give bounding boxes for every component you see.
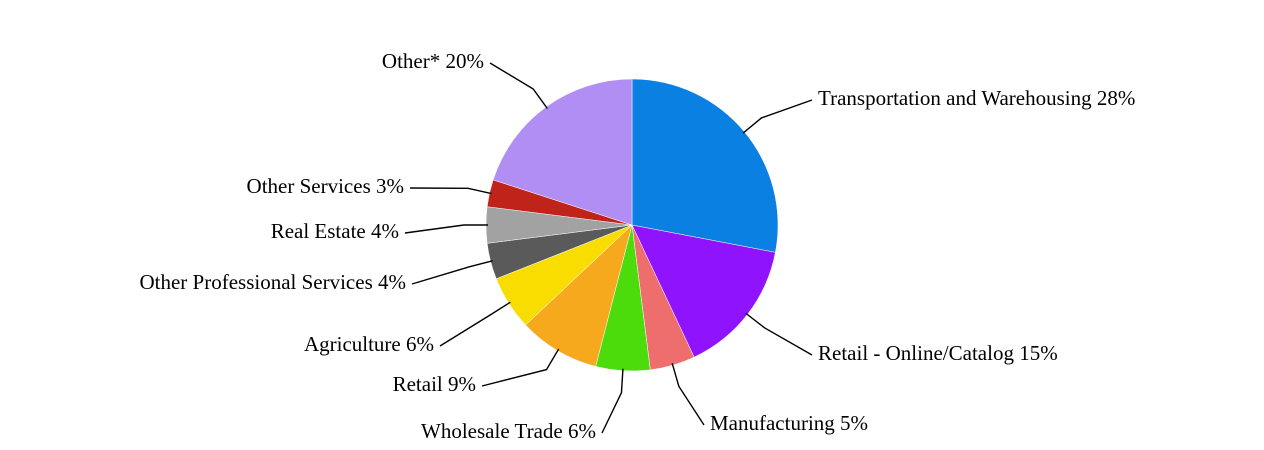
leader-line [481,348,560,387]
leader-line [411,260,493,285]
slice-category: Manufacturing [710,411,835,435]
leader-line [439,301,511,347]
leader-line [601,368,624,434]
slice-label: Other Services 3% [247,174,404,198]
leader-line [742,99,813,134]
slice-value: 6% [568,419,596,443]
slice-value: 28% [1097,86,1136,110]
slice-label: Other* 20% [382,49,484,73]
slice-label: Retail - Online/Catalog 15% [818,341,1058,365]
slice-label: Transportation and Warehousing 28% [818,86,1135,110]
slice-category: Agriculture [304,332,401,356]
slice-label: Real Estate 4% [271,219,399,243]
slice-label: Other Professional Services 4% [139,270,406,294]
slice-label: Manufacturing 5% [710,411,868,435]
slice-category: Other Professional Services [139,270,372,294]
slice-value: 4% [371,219,399,243]
slice-value: 15% [1019,341,1058,365]
pie-slice [631,78,779,253]
slice-value: 3% [376,174,404,198]
slice-category: Real Estate [271,219,366,243]
slice-category: Other* [382,49,440,73]
slice-category: Retail [393,372,443,396]
slice-category: Retail - Online/Catalog [818,341,1014,365]
slice-value: 4% [378,270,406,294]
slice-value: 5% [840,411,868,435]
slice-category: Other Services [247,174,371,198]
leader-line [489,62,548,109]
slice-category: Wholesale Trade [421,419,563,443]
slice-value: 20% [446,49,485,73]
slice-label: Wholesale Trade 6% [421,419,596,443]
leader-line [404,224,488,234]
slice-label: Agriculture 6% [304,332,434,356]
slice-category: Transportation and Warehousing [818,86,1092,110]
leader-line [671,363,705,426]
slice-label: Retail 9% [393,372,476,396]
slice-value: 6% [406,332,434,356]
leader-line [745,312,813,356]
slice-value: 9% [448,372,476,396]
leader-line [409,187,492,195]
